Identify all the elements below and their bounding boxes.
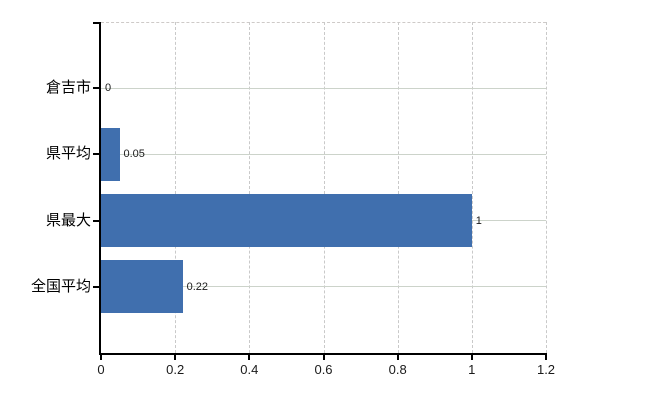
y-axis-line <box>99 22 101 355</box>
x-tick-label: 0.4 <box>240 362 259 377</box>
vertical-gridline <box>471 22 473 353</box>
plot-area: 0 0.05 1 0.22 <box>101 22 547 353</box>
horizontal-gridline <box>101 87 546 89</box>
x-axis-tick <box>470 355 473 360</box>
x-axis-tick <box>100 355 102 360</box>
x-tick-label: 0.6 <box>314 362 333 377</box>
x-tick-label: 0.8 <box>388 362 407 377</box>
y-axis-end-tick <box>93 22 99 24</box>
x-axis-tick <box>322 355 325 360</box>
value-label: 0.05 <box>123 148 145 161</box>
category-tick <box>93 153 99 156</box>
horizontal-gridline <box>101 286 546 288</box>
bar <box>101 194 472 248</box>
x-axis-tick <box>174 355 177 360</box>
value-label: 0.22 <box>186 280 209 293</box>
category-label: 全国平均 <box>30 277 91 295</box>
category-tick <box>93 219 99 222</box>
vertical-gridline <box>323 22 325 353</box>
value-label: 0 <box>105 82 112 95</box>
vertical-gridline <box>249 22 251 353</box>
x-axis-tick <box>396 355 399 360</box>
x-axis-line <box>99 353 547 355</box>
category-label: 県最大 <box>45 211 91 229</box>
bar <box>101 260 183 314</box>
horizontal-gridline <box>101 153 546 155</box>
category-tick <box>93 285 99 288</box>
x-axis-tick <box>545 355 547 360</box>
bar <box>101 127 120 181</box>
category-label: 県平均 <box>45 145 91 163</box>
x-tick-label: 0 <box>97 362 105 377</box>
x-tick-label: 0.2 <box>166 362 185 377</box>
x-tick-label: 1 <box>468 362 476 377</box>
vertical-gridline <box>175 22 177 353</box>
category-tick <box>93 87 99 90</box>
vertical-gridline <box>397 22 399 353</box>
x-axis-tick <box>248 355 251 360</box>
category-label: 倉吉市 <box>45 79 91 97</box>
value-label: 1 <box>475 214 482 227</box>
x-tick-label: 1.2 <box>536 362 556 377</box>
vertical-gridline <box>546 22 547 353</box>
